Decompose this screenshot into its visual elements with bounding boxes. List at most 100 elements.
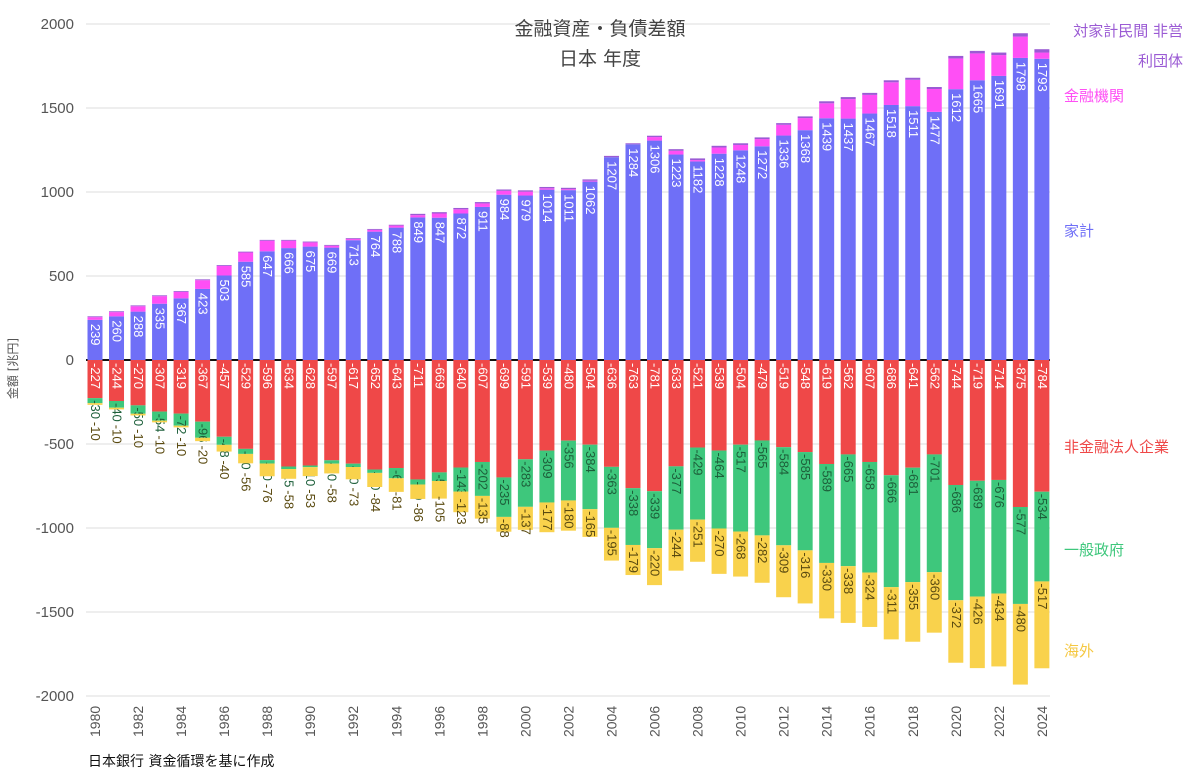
data-label: -105 [432, 496, 447, 522]
y-tick-label: 500 [49, 268, 74, 285]
bar-2-1984 [173, 291, 189, 292]
data-label: -202 [475, 464, 490, 490]
bar-2-2024 [1034, 49, 1050, 53]
bar-5-2022 [991, 593, 1007, 667]
data-label: 1062 [583, 186, 598, 215]
data-label: -72 [174, 416, 189, 435]
bar-5-1984 [173, 425, 189, 428]
data-label: 1228 [712, 158, 727, 187]
data-label: -330 [820, 565, 835, 591]
data-label: -50 [131, 407, 146, 426]
bar-1-2023 [1012, 36, 1028, 58]
data-label: 1284 [626, 148, 641, 177]
bar-3-1990 [302, 360, 318, 466]
bar-1-1995 [410, 215, 426, 218]
bar-5-2013 [797, 550, 813, 604]
bar-5-1983 [152, 420, 168, 423]
bar-2-2012 [776, 123, 792, 125]
bar-2-2020 [948, 55, 964, 59]
bar-4-1984 [173, 413, 189, 426]
bar-4-1982 [130, 405, 146, 414]
bar-1-1988 [259, 240, 275, 252]
data-label: -681 [906, 470, 921, 496]
bar-1-1999 [496, 190, 512, 195]
bar-4-1998 [474, 461, 490, 496]
data-label: -875 [1013, 363, 1028, 389]
x-tick-label: 1998 [474, 706, 490, 737]
bar-2-1986 [216, 265, 232, 266]
bar-5-2004 [603, 527, 619, 561]
bar-2-1997 [453, 207, 469, 210]
bar-1-2009 [711, 147, 727, 154]
bar-1-1992 [345, 239, 361, 241]
data-label: -88 [497, 519, 512, 538]
bar-0-2001 [539, 189, 555, 360]
bar-0-2003 [582, 181, 598, 360]
bar-4-2016 [862, 461, 878, 573]
data-label: -53 [303, 489, 318, 508]
data-label: -177 [540, 504, 555, 530]
bar-1-1980 [87, 317, 103, 320]
data-label: -633 [669, 363, 684, 389]
y-tick-label: -500 [44, 436, 74, 453]
y-tick-label: 1000 [41, 184, 74, 201]
bar-3-1991 [324, 360, 340, 461]
bar-2-2017 [883, 80, 899, 83]
data-label: -268 [734, 534, 749, 560]
x-tick-label: 2012 [776, 706, 792, 737]
data-label: 239 [88, 324, 103, 346]
x-tick-label: 2010 [733, 706, 749, 737]
y-tick-label: -1500 [36, 604, 74, 621]
y-tick-label: 1500 [41, 100, 74, 117]
data-label: -338 [626, 490, 641, 516]
y-tick-label: -2000 [36, 688, 74, 705]
data-label: 1467 [863, 118, 878, 147]
bar-0-1987 [238, 261, 254, 360]
bar-0-1994 [388, 227, 404, 360]
data-label: -699 [497, 363, 512, 389]
bar-3-1983 [152, 360, 168, 412]
data-label: 260 [110, 320, 125, 342]
bar-0-1997 [453, 213, 469, 360]
data-label: -311 [884, 589, 899, 614]
x-tick-label: 2004 [603, 706, 619, 737]
data-label: -426 [970, 599, 985, 625]
bar-2-1983 [152, 295, 168, 297]
bar-4-2006 [647, 491, 663, 549]
bar-1-1990 [302, 242, 318, 247]
bar-1-2011 [754, 139, 770, 147]
x-tick-label: 2002 [560, 706, 576, 737]
bar-2-2002 [560, 187, 576, 190]
bar-2-1991 [324, 244, 340, 246]
bar-3-2014 [819, 360, 835, 464]
data-label: 1612 [949, 93, 964, 122]
data-label: 1182 [691, 165, 706, 193]
legend-label-household: 家計 [1064, 222, 1095, 240]
bar-0-1992 [345, 240, 361, 360]
bar-3-2009 [711, 360, 727, 451]
data-label: 423 [196, 293, 211, 315]
data-label: -235 [497, 479, 512, 505]
bar-0-2006 [647, 140, 663, 360]
data-label: 788 [389, 232, 404, 254]
bar-3-1994 [388, 360, 404, 469]
bar-1-2001 [539, 188, 555, 190]
bar-5-2015 [840, 566, 856, 623]
bar-3-2010 [733, 360, 749, 445]
bar-5-2003 [582, 509, 598, 537]
data-label: 713 [346, 244, 361, 266]
data-label: -519 [777, 363, 792, 389]
bar-3-1989 [281, 360, 297, 467]
data-label: 666 [282, 252, 297, 274]
data-label: -180 [561, 502, 576, 528]
bar-2-2013 [797, 116, 813, 119]
bar-2-2010 [733, 143, 749, 145]
data-label: 1793 [1035, 63, 1050, 92]
bar-0-2024 [1034, 58, 1050, 360]
bar-2-1989 [281, 239, 297, 241]
bar-0-2002 [560, 190, 576, 360]
bar-3-1987 [238, 360, 254, 449]
bar-5-2017 [883, 587, 899, 640]
bar-5-2011 [754, 535, 770, 583]
bar-0-2012 [776, 135, 792, 360]
